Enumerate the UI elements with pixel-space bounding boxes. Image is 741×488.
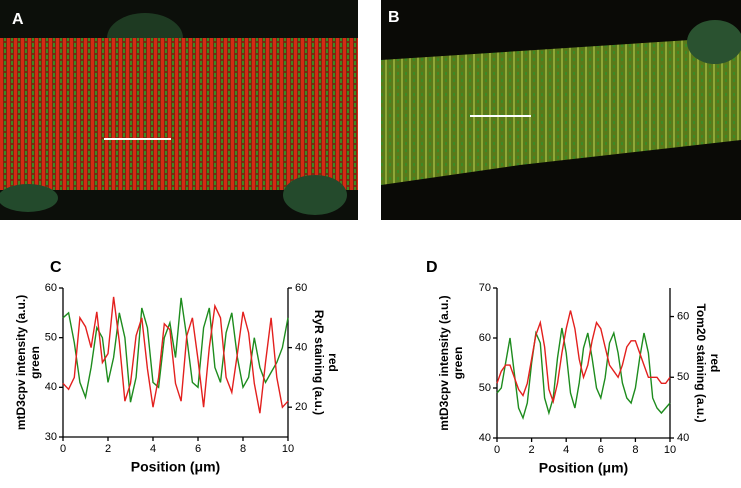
y-axis-label: mtD3cpv intensity (a.u.) (14, 295, 28, 430)
y-tick-label: 40 (45, 381, 57, 393)
y-tick-label: 50 (45, 332, 57, 344)
y-axis-label: green (451, 347, 465, 380)
y-tick-label: 40 (479, 432, 491, 444)
x-tick-label: 8 (240, 443, 246, 455)
series-line (496, 327, 671, 421)
x-tick-label: 6 (598, 444, 604, 456)
y2-axis-label: RyR staining (a.u.) (312, 310, 326, 415)
x-tick-label: 2 (105, 443, 111, 455)
panel-label: B (388, 9, 400, 26)
y2-axis-label: Tom20 staining (a.u.) (694, 303, 708, 422)
x-tick-label: 10 (282, 443, 294, 455)
panel-label: C (50, 259, 62, 276)
y2-tick-label: 40 (295, 342, 307, 354)
y-tick-label: 30 (45, 431, 57, 443)
series-line (62, 297, 289, 403)
x-tick-label: 2 (529, 444, 535, 456)
y-tick-label: 60 (479, 332, 491, 344)
y-tick-label: 70 (479, 282, 491, 294)
x-tick-label: 4 (563, 444, 569, 456)
x-tick-label: 10 (664, 444, 676, 456)
y-tick-label: 60 (45, 282, 57, 294)
x-tick-label: 4 (150, 443, 156, 455)
series-line (496, 310, 671, 405)
x-tick-label: 6 (195, 443, 201, 455)
y2-tick-label: 60 (295, 282, 307, 294)
image-a (0, 0, 358, 220)
x-axis-label: Position (μm) (539, 460, 628, 476)
y2-tick-label: 60 (677, 310, 689, 322)
x-axis-label: Position (μm) (131, 459, 220, 475)
y-axis-label: mtD3cpv intensity (a.u.) (437, 295, 451, 430)
y2-tick-label: 40 (677, 432, 689, 444)
y2-axis-label: red (326, 353, 340, 372)
y-axis-label: green (28, 346, 42, 379)
panel-label: D (426, 259, 438, 276)
panel-label: A (12, 11, 24, 28)
x-tick-label: 8 (632, 444, 638, 456)
y2-axis-label: red (708, 354, 722, 373)
x-tick-label: 0 (60, 443, 66, 455)
image-b (381, 0, 741, 220)
series-line (62, 296, 289, 414)
y2-tick-label: 20 (295, 401, 307, 413)
y2-tick-label: 50 (677, 371, 689, 383)
x-tick-label: 0 (494, 444, 500, 456)
y-tick-label: 50 (479, 382, 491, 394)
